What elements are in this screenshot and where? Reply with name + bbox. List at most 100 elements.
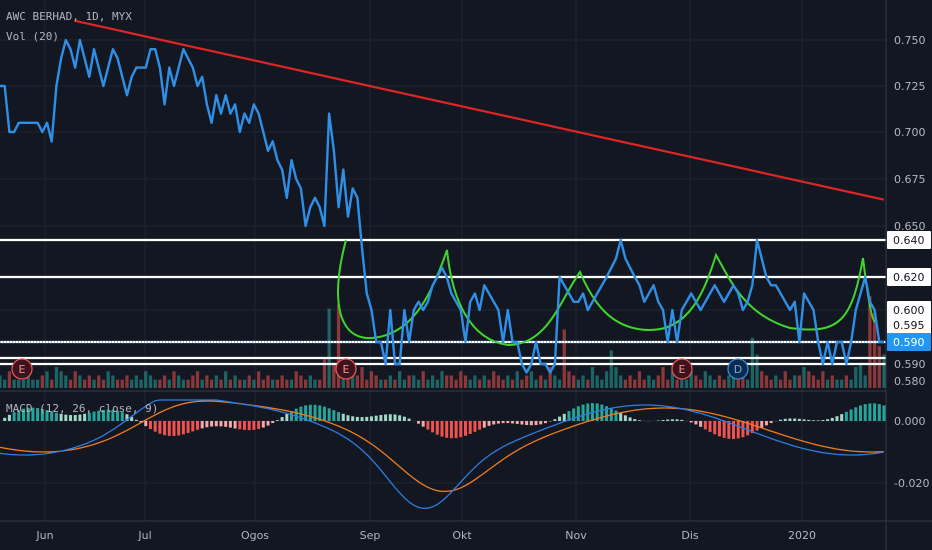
- volume-bar: [510, 379, 515, 388]
- macd-histogram-bar: [388, 414, 392, 421]
- macd-histogram-bar: [101, 409, 105, 421]
- macd-histogram-bar: [210, 421, 214, 427]
- volume-bar: [793, 375, 797, 388]
- macd-histogram-bar: [689, 421, 693, 423]
- volume-bar: [426, 379, 430, 388]
- volume-bar: [586, 379, 590, 388]
- volume-bar: [882, 354, 886, 388]
- volume-bar: [398, 371, 402, 388]
- macd-histogram-bar: [703, 421, 707, 430]
- volume-bar: [525, 375, 529, 388]
- macd-histogram-bar: [515, 421, 519, 424]
- volume-bar: [64, 375, 68, 388]
- event-marker-label: E: [343, 363, 350, 376]
- volume-bar: [675, 379, 679, 388]
- macd-histogram-bar: [224, 421, 228, 427]
- trend-line[interactable]: [74, 19, 885, 201]
- volume-bar: [139, 379, 143, 388]
- macd-histogram-bar: [454, 421, 458, 439]
- volume-bar: [374, 375, 378, 388]
- price-axis-label: 0.675: [894, 173, 926, 186]
- macd-histogram-bar: [468, 421, 472, 434]
- volume-bar: [477, 379, 482, 388]
- price-tag: 0.600: [887, 301, 931, 319]
- volume-bar: [313, 379, 317, 388]
- volume-bar: [543, 379, 548, 388]
- volume-bar: [473, 375, 477, 388]
- macd-histogram-bar: [252, 421, 256, 430]
- volume-bar: [821, 371, 825, 388]
- macd-histogram-bar: [440, 421, 444, 437]
- volume-bar: [760, 371, 764, 388]
- volume-bar: [172, 371, 176, 388]
- volume-bar: [651, 379, 656, 388]
- volume-bar: [322, 358, 327, 388]
- volume-bar: [0, 375, 2, 388]
- volume-bar: [614, 367, 618, 388]
- volume-bar: [708, 375, 712, 388]
- volume-bar: [482, 375, 486, 388]
- macd-histogram-bar: [271, 421, 275, 424]
- macd-histogram-bar: [134, 419, 138, 421]
- macd-histogram-bar: [346, 415, 350, 421]
- macd-histogram-bar: [341, 413, 345, 421]
- time-axis-label: 2020: [788, 529, 816, 542]
- macd-histogram-bar: [205, 421, 209, 428]
- macd-histogram-bar: [769, 421, 773, 424]
- volume-bar: [299, 375, 303, 388]
- macd-histogram-bar: [732, 421, 736, 439]
- volume-bar: [106, 371, 110, 388]
- macd-histogram-bar: [360, 417, 364, 421]
- volume-bar: [567, 371, 571, 388]
- macd-histogram-bar: [661, 420, 665, 421]
- volume-bar: [459, 371, 463, 388]
- volume-bar: [40, 375, 44, 388]
- volume-bar: [463, 375, 468, 388]
- volume-bar: [181, 379, 186, 388]
- macd-histogram-bar: [727, 421, 731, 439]
- volume-bar: [242, 379, 247, 388]
- macd-histogram-bar: [59, 413, 63, 421]
- time-axis-label: Dis: [681, 529, 699, 542]
- macd-histogram-bar: [741, 421, 745, 438]
- macd-histogram-bar: [304, 405, 308, 421]
- volume-bar: [256, 371, 261, 388]
- macd-histogram-bar: [586, 403, 590, 421]
- macd-histogram-bar: [120, 412, 124, 421]
- macd-histogram-bar: [83, 413, 87, 421]
- time-axis-label: Jun: [35, 529, 53, 542]
- macd-histogram-bar: [821, 420, 825, 421]
- volume-bar: [684, 379, 689, 388]
- macd-histogram-bar: [478, 421, 482, 430]
- volume-bar: [59, 371, 63, 388]
- volume-bar: [252, 379, 256, 388]
- macd-histogram-bar: [506, 421, 510, 424]
- macd-histogram-bar: [294, 408, 298, 421]
- volume-bar: [492, 371, 496, 388]
- macd-histogram-bar: [873, 403, 877, 421]
- volume-bar: [360, 367, 364, 388]
- volume-bar: [73, 371, 77, 388]
- macd-histogram-bar: [426, 421, 430, 430]
- volume-bar: [31, 379, 35, 388]
- volume-bar: [670, 371, 675, 388]
- volume-bar: [811, 375, 816, 388]
- macd-histogram-bar: [877, 404, 881, 421]
- time-axis-label: Okt: [452, 529, 472, 542]
- macd-histogram-bar: [699, 421, 703, 427]
- volume-bar: [778, 379, 783, 388]
- price-tag-box: [887, 301, 931, 319]
- price-tag: 0.595: [887, 316, 931, 334]
- macd-histogram-bar: [50, 411, 54, 421]
- macd-histogram-bar: [379, 414, 383, 421]
- volume-bar: [576, 379, 580, 388]
- macd-histogram-bar: [496, 421, 500, 424]
- volume-bar: [3, 379, 7, 388]
- macd-histogram-bar: [214, 421, 218, 427]
- macd-histogram-bar: [520, 421, 524, 425]
- time-axis-label: Sep: [360, 529, 381, 542]
- time-axis[interactable]: Jun Jul Ogos Sep Okt Nov Dis 2020: [35, 529, 816, 542]
- volume-bar: [849, 379, 853, 388]
